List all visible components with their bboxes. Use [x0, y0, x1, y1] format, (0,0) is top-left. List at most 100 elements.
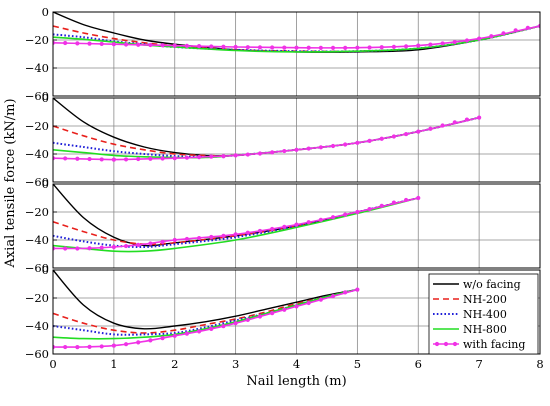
data-point: [233, 44, 238, 50]
y-tick-label: −20: [25, 205, 49, 219]
data-point: [318, 45, 323, 50]
data-point: [63, 246, 68, 251]
data-point: [257, 151, 263, 156]
data-point: [306, 220, 311, 225]
panel-frame: [52, 11, 541, 97]
legend-label: w/o facing: [463, 278, 521, 291]
data-point: [343, 290, 348, 295]
data-point: [148, 42, 153, 48]
x-tick-label: 0: [49, 357, 56, 371]
data-point: [53, 40, 56, 45]
data-point: [172, 237, 177, 243]
data-point: [513, 28, 518, 33]
data-point: [440, 41, 445, 46]
x-tick-label: 8: [536, 357, 543, 371]
series-line: [53, 97, 480, 157]
data-point: [330, 215, 336, 220]
x-axis-label: Nail length (m): [246, 374, 346, 389]
data-point: [428, 126, 433, 131]
y-tick-label: −40: [25, 233, 49, 247]
data-point: [355, 287, 360, 292]
data-point: [197, 329, 202, 334]
y-tick-label: −20: [25, 119, 49, 133]
data-point: [282, 148, 287, 154]
y-tick-label: 0: [42, 91, 49, 105]
data-point: [294, 304, 299, 309]
data-point: [294, 147, 299, 152]
y-tick-label: −60: [25, 347, 49, 361]
data-point: [245, 317, 250, 323]
data-point: [537, 23, 540, 29]
data-point: [245, 45, 250, 50]
data-point: [197, 44, 202, 49]
data-point: [233, 232, 238, 237]
series-line: [53, 116, 480, 161]
data-point: [282, 45, 287, 50]
data-point: [452, 39, 457, 45]
series-line: [53, 269, 358, 330]
data-point: [172, 156, 177, 161]
x-tick-label: 1: [110, 357, 117, 371]
x-tick-label: 6: [415, 357, 422, 371]
panel-frame: [52, 97, 541, 183]
x-tick-label: 3: [232, 357, 239, 371]
data-point: [111, 343, 116, 348]
data-point: [257, 45, 263, 50]
data-point: [221, 233, 226, 238]
data-point: [403, 197, 409, 203]
legend-label: NH-800: [463, 323, 507, 336]
data-point: [184, 236, 190, 242]
data-point: [257, 228, 263, 234]
data-point: [221, 154, 226, 159]
data-point: [111, 157, 116, 162]
data-point: [184, 43, 190, 48]
data-point: [111, 42, 116, 47]
data-point: [416, 129, 421, 134]
data-point: [53, 156, 56, 161]
data-point: [99, 245, 104, 250]
legend-label: with facing: [463, 338, 525, 351]
data-point: [306, 146, 311, 151]
data-point: [379, 203, 384, 208]
data-point: [501, 31, 506, 36]
series-line: [53, 288, 358, 336]
data-point: [403, 131, 409, 137]
data-point: [343, 212, 348, 217]
data-point: [136, 242, 141, 247]
series-line: [53, 288, 358, 348]
data-point: [452, 120, 457, 125]
data-point: [464, 117, 470, 122]
data-point: [343, 142, 348, 147]
panel-series: [53, 97, 482, 162]
y-tick-label: −60: [25, 261, 49, 275]
y-tick-label: 0: [42, 263, 49, 277]
data-point: [160, 336, 165, 341]
data-point: [221, 324, 226, 329]
x-tick-label: 7: [475, 357, 482, 371]
data-point: [489, 34, 494, 39]
data-point: [111, 244, 116, 250]
legend-label: NH-200: [463, 293, 507, 306]
y-tick-label: −20: [25, 291, 49, 305]
data-point: [282, 224, 287, 229]
panel-2: 0 −20 −40 −60: [25, 91, 541, 189]
data-point: [123, 243, 129, 249]
data-point: [294, 45, 299, 50]
data-point: [87, 41, 92, 46]
data-point: [464, 38, 470, 43]
data-point: [160, 239, 165, 244]
x-tick-label: 4: [293, 357, 300, 371]
data-point: [391, 200, 396, 205]
data-point: [391, 44, 396, 49]
data-point: [257, 314, 263, 319]
data-point: [99, 344, 104, 349]
data-point: [136, 340, 141, 345]
data-point: [75, 156, 80, 161]
data-point: [318, 217, 323, 222]
legend-label: NH-400: [463, 308, 507, 321]
y-tick-label: −40: [25, 319, 49, 333]
data-point: [318, 145, 323, 150]
data-point: [197, 154, 202, 160]
data-point: [136, 42, 141, 47]
data-point: [270, 226, 275, 232]
